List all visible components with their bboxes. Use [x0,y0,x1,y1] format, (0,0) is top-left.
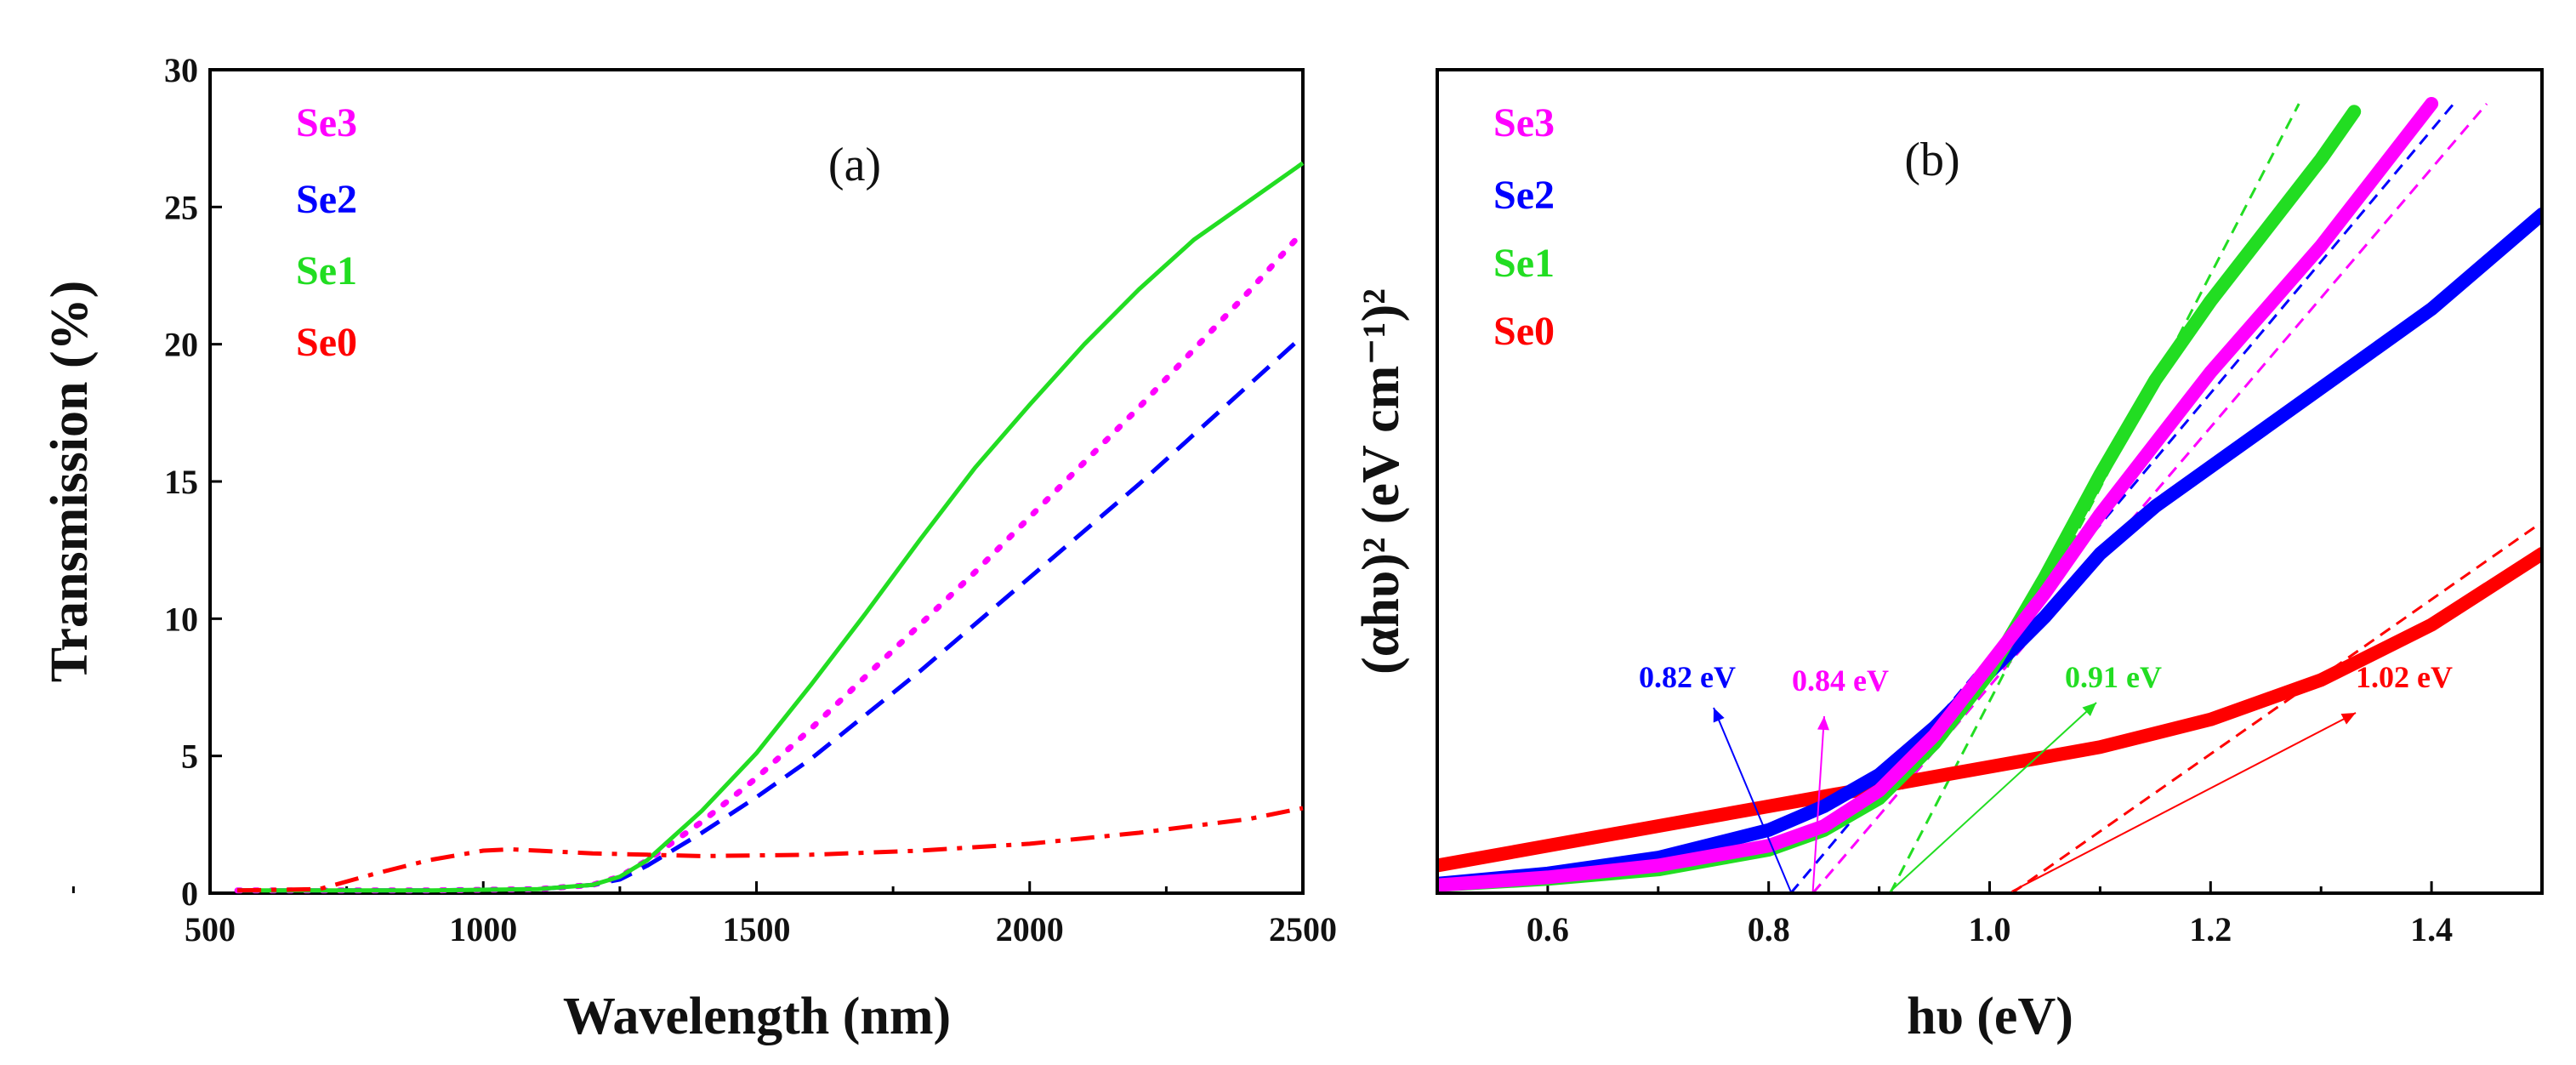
plot-b-panel-label: (b) [1904,134,1959,186]
series-curve-b-se3 [1439,97,2439,891]
legend-a-se1: Se1 [296,248,357,293]
x-tick-label-b-1-0: 1.0 [1969,910,2011,948]
x-tick-label-b-1-4: 1.4 [2410,910,2453,948]
y-tick-label-a-30: 30 [164,51,198,89]
legend-b-se2: Se2 [1493,173,1555,218]
series-curve-b-se2 [1439,208,2540,891]
arrow-0-84-ev [1811,715,1825,892]
y-tick-label-a-10: 10 [164,600,198,638]
annotation-0-82-ev: 0.82 eV [1639,660,1736,694]
legend-a-se2: Se2 [296,177,357,222]
series-line-a-se3 [234,228,1306,894]
arrow-0-91-ev [1889,702,2097,892]
legend-b-se3: Se3 [1493,100,1555,145]
y-tick-label-a-5: 5 [181,738,198,776]
annotation-1-02-ev: 1.02 eV [2356,660,2453,694]
legend-b-se0: Se0 [1493,309,1555,354]
arrowhead-0-82-ev [1713,708,1725,723]
plot-b-ylabel: (αhυ)² (eV cm⁻¹)² [1352,288,1410,675]
x-tick-label-a-2500: 2500 [1269,910,1337,948]
series-line-a-se2 [237,334,1305,893]
legend-a-se0: Se0 [296,320,357,365]
arrow-1-02-ev [2011,712,2357,892]
plot-a-panel-label: (a) [828,139,881,191]
y-tick-label-a-20: 20 [164,326,198,364]
legend-a-se3: Se3 [296,100,357,145]
y-tick-label-a-25: 25 [164,188,198,226]
y-tick-label-a-15: 15 [164,463,198,501]
arrowhead-1-02-ev [2340,713,2356,725]
fit-line-se0 [2011,521,2540,891]
plot-b-arrows [1713,702,2357,892]
x-tick-label-b-0-8: 0.8 [1748,910,1790,948]
fit-line-se2 [1790,103,2455,891]
y-tick-label-a-0: 0 [181,874,198,913]
annotation-0-91-ev: 0.91 eV [2065,660,2162,694]
plot-b-fit-lines [1790,103,2540,891]
x-tick-label-a-1500: 1500 [723,910,791,948]
plot-a-xlabel: Wavelength (nm) [563,988,951,1045]
plot-b-ticks: 0.6 0.8 1.0 1.2 1.4 [1436,881,2544,948]
arrowhead-0-91-ev [2082,703,2096,716]
x-tick-label-b-1-2: 1.2 [2189,910,2232,948]
legend-b-se1: Se1 [1493,241,1555,286]
fit-line-se1 [1889,103,2300,891]
x-tick-label-b-0-6: 0.6 [1527,910,1569,948]
arrow-0-82-ev [1713,707,1792,892]
arrowhead-0-84-ev [1817,716,1829,731]
x-tick-label-a-500: 500 [185,910,236,948]
annotation-0-84-ev: 0.84 eV [1792,663,1889,698]
plot-b-series [1439,97,2540,891]
x-tick-label-a-2000: 2000 [996,910,1064,948]
fit-line-se3 [1812,103,2488,891]
plot-b-xlabel: hυ (eV) [1907,988,2073,1045]
plot-a-series [234,161,1306,894]
series-curve-b-se0 [1439,547,2540,873]
x-tick-label-a-1000: 1000 [449,910,517,948]
series-line-a-se1 [237,161,1305,893]
plot-a-ylabel: Transmission (%) [41,281,99,683]
series-line-a-se0 [237,806,1304,893]
plot-a-ticks: 500 1000 1500 2000 2500 0 5 10 15 20 25 30 [71,51,1337,948]
